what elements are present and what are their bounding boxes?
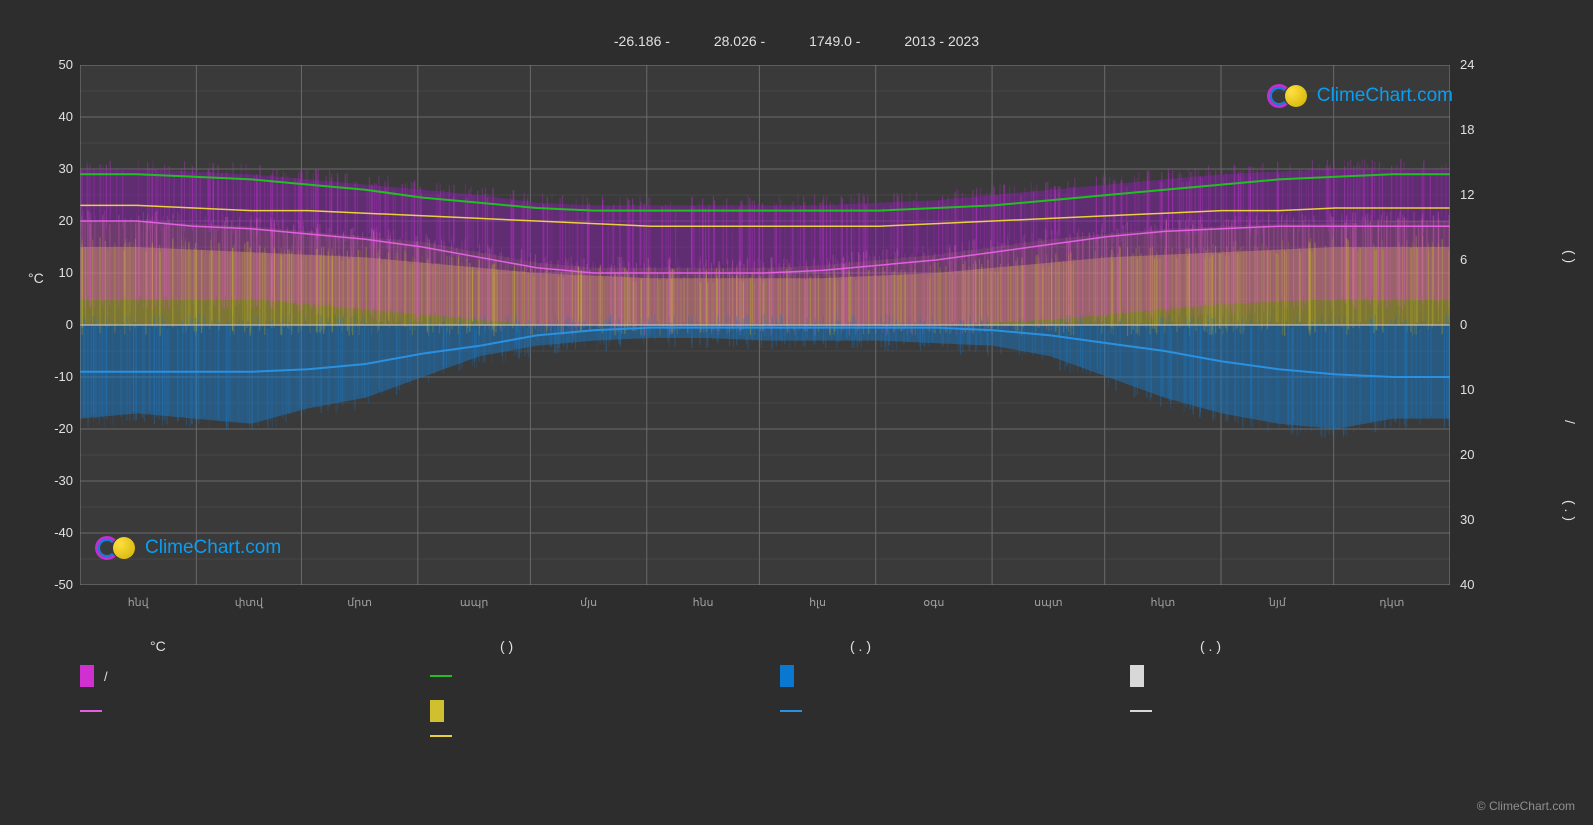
x-tick-month: հկտ <box>1151 596 1176 609</box>
legend-swatch <box>780 665 794 687</box>
y-tick-right-bottom: 30 <box>1460 512 1474 527</box>
chart-svg <box>80 65 1450 585</box>
chart-header-info: -26.186 - 28.026 - 1749.0 - 2013 - 2023 <box>0 33 1593 49</box>
legend-label: / <box>104 669 108 684</box>
legend-swatch <box>80 710 102 712</box>
legend-swatch <box>780 710 802 712</box>
y-axis-right-label-top: ( ) <box>1562 250 1578 263</box>
y-tick-left: 0 <box>33 317 73 332</box>
legend-cell <box>780 735 1130 737</box>
y-tick-left: -50 <box>33 577 73 592</box>
legend-swatch <box>80 665 94 687</box>
info-lon: 28.026 - <box>714 33 765 49</box>
y-tick-right-bottom: 40 <box>1460 577 1474 592</box>
y-tick-right-top: 0 <box>1460 317 1467 332</box>
x-tick-month: մյս <box>580 596 597 609</box>
legend-cell <box>430 700 780 722</box>
legend-swatch <box>1130 710 1152 712</box>
legend-header-3: ( . ) <box>1130 638 1480 654</box>
y-tick-left: -30 <box>33 473 73 488</box>
y-axis-right-label-bot: ( . ) <box>1562 500 1578 521</box>
legend-cell <box>780 700 1130 722</box>
legend-cell <box>430 665 780 687</box>
x-tick-month: նյմ <box>1269 596 1286 609</box>
brand-name-top: ClimeChart.com <box>1317 85 1453 107</box>
legend-cell <box>80 735 430 737</box>
y-tick-left: 20 <box>33 213 73 228</box>
x-tick-month: ապր <box>460 596 488 609</box>
copyright-text: © ClimeChart.com <box>1477 799 1575 813</box>
legend-cell <box>1130 700 1480 722</box>
x-tick-month: օգս <box>923 596 944 609</box>
y-tick-right-top: 24 <box>1460 57 1474 72</box>
x-tick-month: մրտ <box>347 596 372 609</box>
info-elev: 1749.0 - <box>809 33 860 49</box>
y-tick-left: 40 <box>33 109 73 124</box>
chart-plot-area <box>80 65 1450 585</box>
legend-header-0: °C <box>80 638 430 654</box>
legend-cell <box>430 735 780 737</box>
legend-swatch <box>430 700 444 722</box>
legend-row: / <box>80 665 1480 687</box>
brand-logo-icon <box>1267 82 1309 110</box>
legend-headers: °C ( ) ( . ) ( . ) <box>80 638 1480 654</box>
legend-cell <box>1130 665 1480 687</box>
y-tick-right-top: 12 <box>1460 187 1474 202</box>
info-years: 2013 - 2023 <box>904 33 979 49</box>
legend-swatch <box>430 675 452 677</box>
x-tick-month: հլս <box>809 596 826 609</box>
x-tick-month: հնս <box>693 596 714 609</box>
brand-logo-bottom: ClimeChart.com <box>95 534 281 562</box>
x-tick-month: փտվ <box>235 596 263 609</box>
brand-name-bottom: ClimeChart.com <box>145 537 281 559</box>
legend-cell <box>80 700 430 722</box>
y-tick-left: 10 <box>33 265 73 280</box>
brand-logo-top: ClimeChart.com <box>1267 82 1453 110</box>
info-lat: -26.186 - <box>614 33 670 49</box>
brand-logo-icon-bottom <box>95 534 137 562</box>
x-tick-month: սպտ <box>1034 596 1062 609</box>
legend-row <box>80 735 1480 737</box>
y-axis-right-label-mid: / <box>1562 420 1578 424</box>
legend-cell <box>780 665 1130 687</box>
legend-header-1: ( ) <box>430 638 780 654</box>
y-tick-left: 50 <box>33 57 73 72</box>
legend-row <box>80 700 1480 722</box>
y-tick-right-bottom: 10 <box>1460 382 1474 397</box>
y-tick-right-bottom: 20 <box>1460 447 1474 462</box>
x-tick-month: դկտ <box>1379 596 1404 609</box>
y-tick-right-top: 18 <box>1460 122 1474 137</box>
legend-header-2: ( . ) <box>780 638 1130 654</box>
legend-swatch <box>430 735 452 737</box>
legend-cell: / <box>80 665 430 687</box>
x-tick-month: հնվ <box>128 596 149 609</box>
y-tick-left: -10 <box>33 369 73 384</box>
legend-swatch <box>1130 665 1144 687</box>
climate-chart-container: -26.186 - 28.026 - 1749.0 - 2013 - 2023 … <box>0 0 1593 825</box>
legend-cell <box>1130 735 1480 737</box>
y-tick-left: -20 <box>33 421 73 436</box>
y-tick-left: 30 <box>33 161 73 176</box>
y-tick-left: -40 <box>33 525 73 540</box>
y-tick-right-top: 6 <box>1460 252 1467 267</box>
